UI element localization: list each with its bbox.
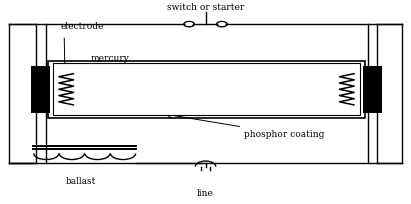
Text: mercury: mercury xyxy=(91,54,130,63)
Text: phosphor coating: phosphor coating xyxy=(245,129,325,138)
Bar xyxy=(48,61,365,118)
Circle shape xyxy=(185,23,193,27)
Bar xyxy=(53,64,360,116)
Text: switch or starter: switch or starter xyxy=(167,3,244,12)
Text: ballast: ballast xyxy=(65,176,96,185)
Bar xyxy=(31,67,50,113)
Bar xyxy=(363,67,382,113)
Text: electrode: electrode xyxy=(60,22,104,30)
Text: inert gas: inert gas xyxy=(193,82,234,91)
Text: line: line xyxy=(197,188,214,197)
Circle shape xyxy=(218,23,226,27)
